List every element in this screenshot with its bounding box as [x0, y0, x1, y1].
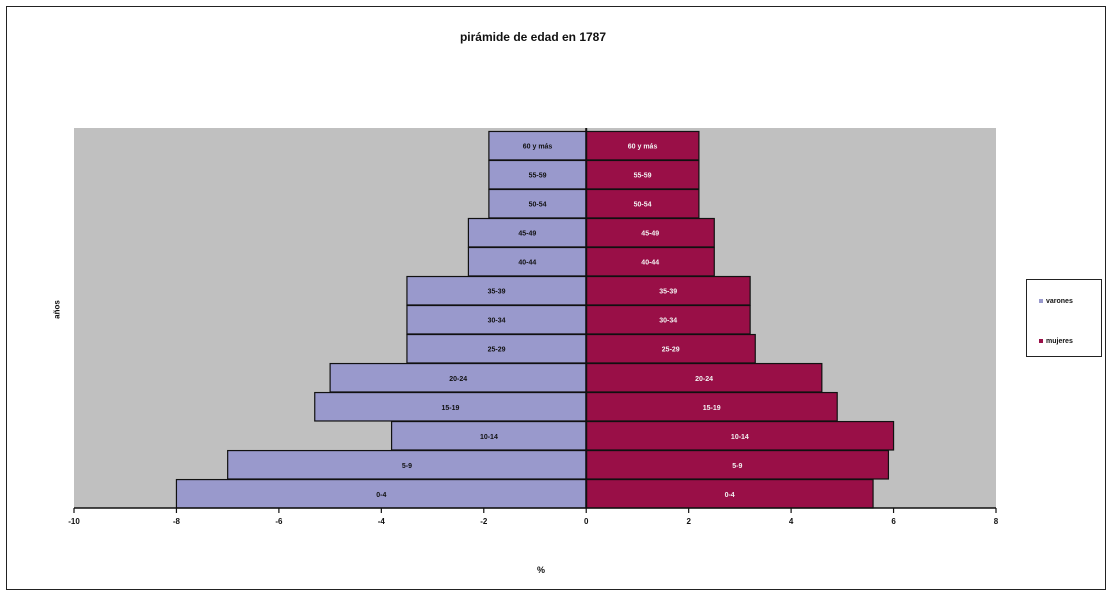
x-tick-label--10: -10	[68, 517, 80, 526]
x-tick-label-2: 2	[686, 517, 691, 526]
bar-label-varones-0-4: 0-4	[376, 492, 386, 499]
bar-label-varones-40-44: 40-44	[518, 260, 536, 267]
bar-label-mujeres-35-39: 35-39	[659, 289, 677, 296]
chart-title: pirámide de edad en 1787	[459, 30, 607, 44]
bar-mujeres-55-59	[585, 159, 700, 190]
bar-label-varones-20-24: 20-24	[449, 376, 467, 383]
bar-label-varones-45-49: 45-49	[518, 231, 536, 238]
bar-label-varones-10-14: 10-14	[480, 434, 498, 441]
bar-label-varones-35-39: 35-39	[488, 289, 506, 296]
bar-mujeres-10-14	[585, 420, 895, 451]
bar-mujeres-5-9	[585, 449, 890, 480]
bar-label-mujeres-40-44: 40-44	[641, 260, 659, 267]
bar-label-varones-30-34: 30-34	[488, 318, 506, 325]
legend-item-varones: varones	[1039, 298, 1073, 305]
bar-label-mujeres-25-29: 25-29	[662, 347, 680, 354]
bar-label-mujeres-50-54: 50-54	[634, 202, 652, 209]
x-tick-label--4: -4	[378, 517, 386, 526]
bar-varones-35-39	[406, 275, 587, 306]
bar-label-mujeres-10-14: 10-14	[731, 434, 749, 441]
x-tick-label--6: -6	[275, 517, 283, 526]
x-tick-label-6: 6	[891, 517, 896, 526]
bar-label-varones-50-54: 50-54	[529, 202, 547, 209]
bar-mujeres-60-y-más	[585, 130, 700, 161]
x-axis-label: %	[536, 565, 545, 575]
bar-label-varones-55-59: 55-59	[529, 173, 547, 180]
x-tick-label--8: -8	[173, 517, 181, 526]
legend-swatch-varones	[1039, 299, 1043, 304]
x-tick-label-0: 0	[584, 517, 589, 526]
legend-label-varones: varones	[1046, 298, 1073, 305]
bar-label-mujeres-30-34: 30-34	[659, 318, 677, 325]
bar-mujeres-40-44	[585, 246, 715, 277]
x-tick-label-4: 4	[789, 517, 794, 526]
bar-varones-55-59	[488, 159, 587, 190]
bar-label-varones-60-y-más: 60 y más	[523, 144, 553, 151]
legend-item-mujeres: mujeres	[1039, 338, 1073, 345]
bar-label-mujeres-45-49: 45-49	[641, 231, 659, 238]
bar-label-mujeres-20-24: 20-24	[695, 376, 713, 383]
bar-mujeres-15-19	[585, 391, 838, 422]
bar-label-mujeres-0-4: 0-4	[725, 492, 735, 499]
bar-label-mujeres-15-19: 15-19	[703, 405, 721, 412]
x-tick-label--2: -2	[480, 517, 488, 526]
legend-swatch-mujeres	[1039, 339, 1043, 344]
bar-label-varones-15-19: 15-19	[442, 405, 460, 412]
bar-mujeres-35-39	[585, 275, 751, 306]
bar-label-mujeres-60-y-más: 60 y más	[628, 144, 658, 151]
bar-mujeres-20-24	[585, 362, 823, 393]
bar-label-mujeres-5-9: 5-9	[732, 463, 742, 470]
bar-mujeres-25-29	[585, 333, 756, 364]
bar-label-varones-25-29: 25-29	[488, 347, 506, 354]
x-tick-label-8: 8	[994, 517, 999, 526]
bar-label-mujeres-55-59: 55-59	[634, 173, 652, 180]
bar-label-varones-5-9: 5-9	[402, 463, 412, 470]
legend-label-mujeres: mujeres	[1046, 338, 1073, 345]
legend: varones mujeres	[1026, 279, 1102, 357]
